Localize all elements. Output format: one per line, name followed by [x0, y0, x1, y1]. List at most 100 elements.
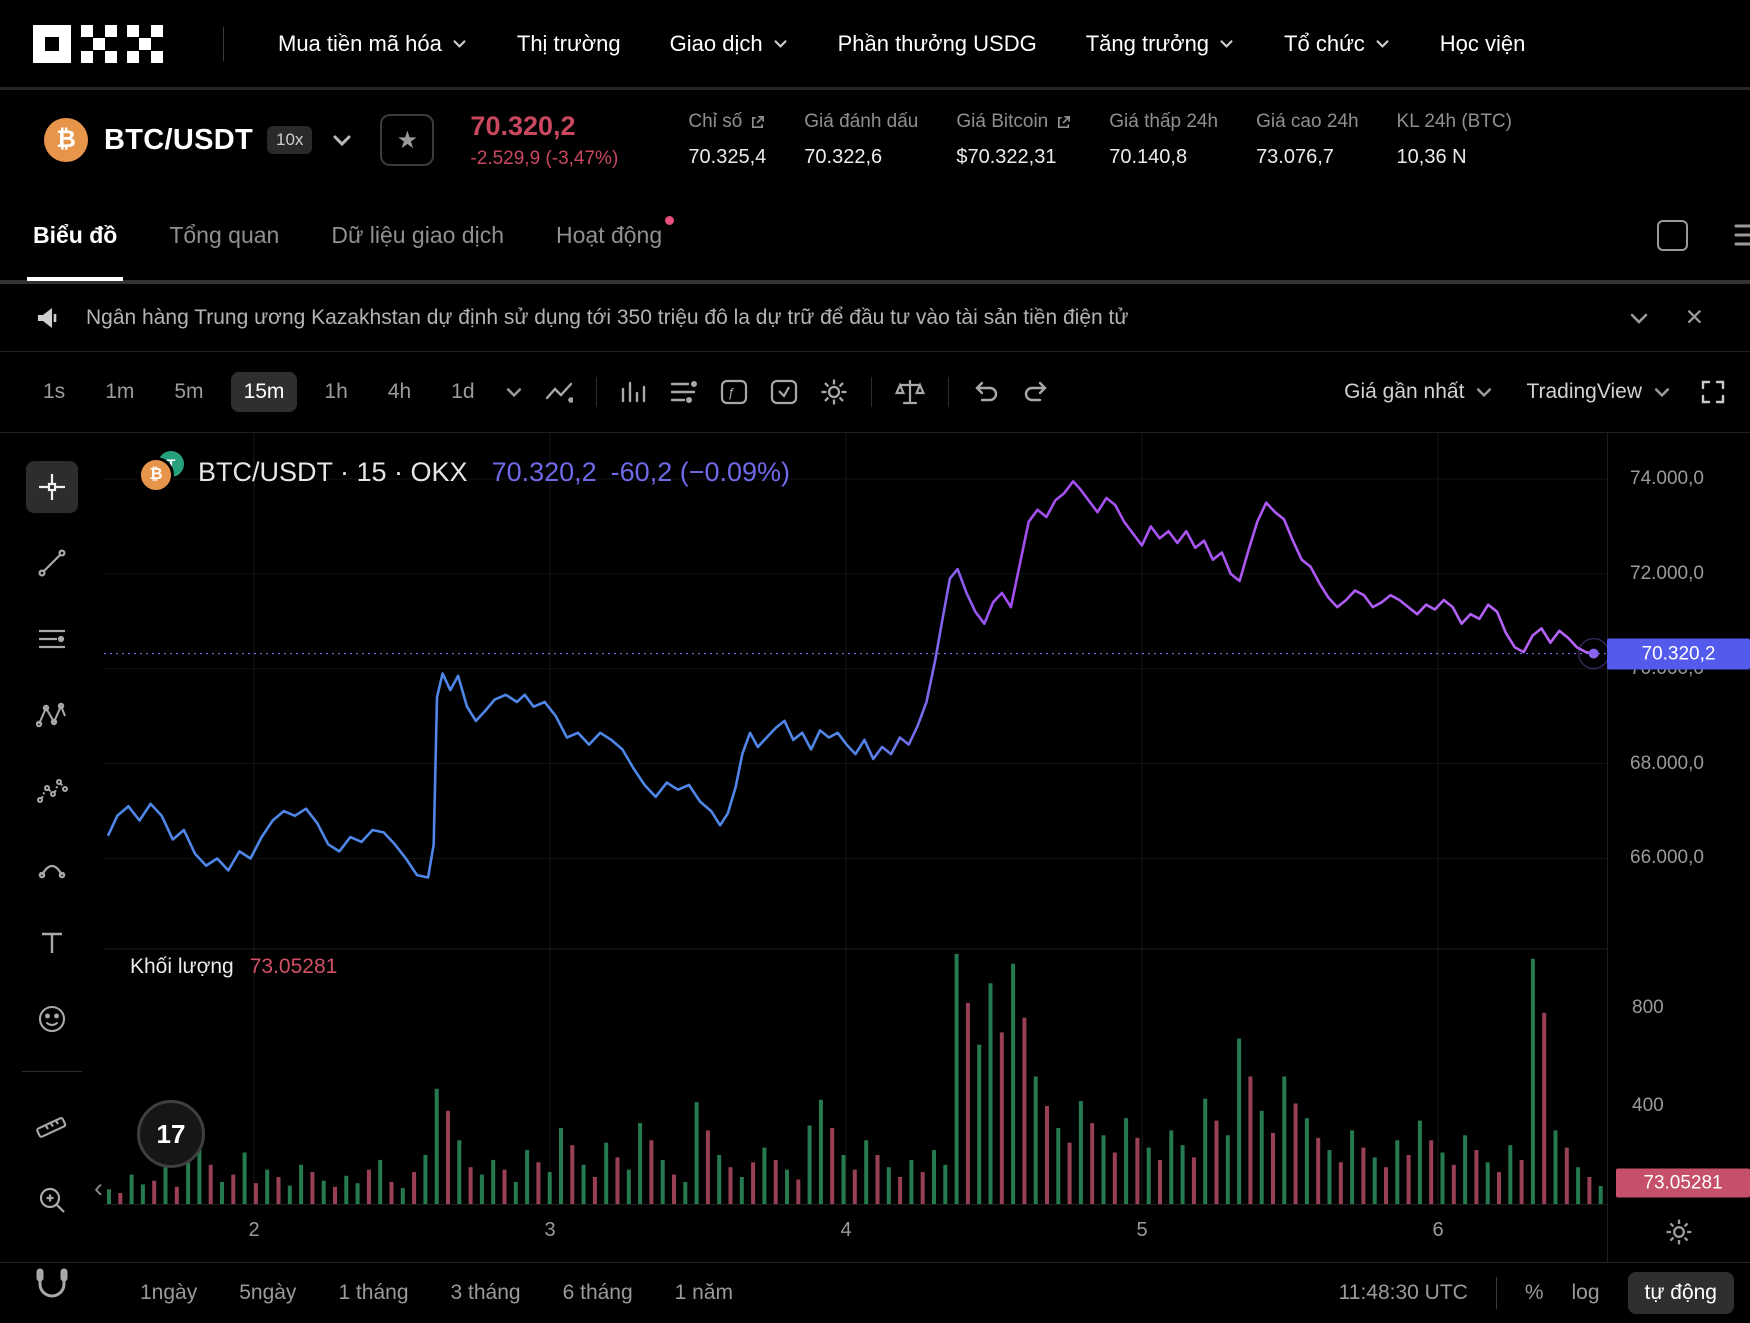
nav-item-label: Phần thưởng USDG [837, 30, 1037, 56]
price-axis-label: 72.000,0 [1630, 563, 1704, 584]
ticker-stat-6: KL 24h (BTC) 10,36 N [1397, 111, 1512, 169]
scroll-left-icon[interactable]: ‹ [94, 1173, 103, 1203]
nav-item-label: Học viện [1439, 30, 1526, 56]
timeframe-4h[interactable]: 4h [387, 380, 412, 403]
okx-logo[interactable] [33, 24, 165, 63]
price-chart[interactable] [104, 433, 1607, 1204]
indicators-icon[interactable] [620, 379, 648, 405]
tool-trend-line-icon[interactable] [26, 537, 78, 589]
bottom-toolbar: 1ngày 5ngày 1 tháng 3 tháng 6 tháng 1 năm 11:… [0, 1262, 1750, 1323]
tool-emoji-tool-icon[interactable] [26, 993, 78, 1045]
tool-zoom-in-icon[interactable] [26, 1174, 78, 1226]
range-2[interactable]: 5ngày [239, 1281, 297, 1304]
nav-item-2[interactable]: Thị trường [517, 31, 621, 57]
tool-ruler-icon[interactable] [26, 1098, 78, 1150]
timeframe-1s[interactable]: 1s [43, 380, 66, 403]
notification-dot [665, 215, 675, 225]
timeframe-chevron-down-icon[interactable] [504, 382, 524, 402]
announcement-text[interactable]: Ngân hàng Trung ương Kazakhstan dự định … [86, 305, 1129, 329]
tab-4[interactable]: Hoạt động [556, 194, 675, 277]
redo-icon[interactable] [1022, 380, 1050, 404]
auto-scale-button[interactable]: tự động [1627, 1272, 1734, 1314]
volume-value: 73.05281 [249, 955, 338, 978]
range-1[interactable]: 1ngày [140, 1281, 198, 1304]
display-settings-icon[interactable] [670, 379, 698, 405]
list-settings-icon[interactable] [1734, 222, 1750, 248]
stat-label: Giá thấp 24h [1109, 111, 1219, 132]
stat-value: 70.322,6 [804, 146, 883, 168]
price-mode-dropdown[interactable]: Giá gần nhất [1344, 380, 1494, 404]
timeframe-15m[interactable]: 15m [230, 372, 298, 412]
btc-icon: ₿ [44, 118, 88, 162]
chevron-down-icon [1654, 388, 1670, 398]
stat-label[interactable]: Giá Bitcoin [956, 111, 1071, 133]
volume-tag: 73.05281 [1616, 1168, 1750, 1198]
favorite-star-button[interactable]: ★ [380, 114, 435, 166]
percent-scale-button[interactable]: % [1524, 1281, 1544, 1304]
fullscreen-icon[interactable] [1700, 379, 1726, 405]
stat-value: 10,36 N [1396, 146, 1467, 168]
tool-elliott-wave-icon[interactable] [26, 765, 78, 817]
tool-crosshair-icon[interactable] [26, 461, 78, 513]
pair-name[interactable]: BTC/USDT [104, 123, 253, 156]
announcement-close-icon[interactable]: ✕ [1684, 304, 1704, 330]
nav-item-1[interactable]: Mua tiền mã hóa [278, 31, 468, 57]
tool-text-tool-icon[interactable] [26, 917, 78, 969]
nav-item-label: Giao dịch [669, 30, 763, 56]
stat-value: 70.325,4 [688, 146, 767, 168]
nav-item-6[interactable]: Tổ chức [1284, 31, 1391, 57]
tab-1[interactable]: Biểu đồ [26, 194, 124, 281]
price-change-24h: -2.529,9 (-3,47%) [470, 147, 619, 169]
tool-arc-tool-icon[interactable] [26, 841, 78, 893]
pair-coins-icon: T ₿ [138, 451, 184, 493]
nav-item-5[interactable]: Tăng trưởng [1086, 31, 1235, 57]
chart-style-icon[interactable] [545, 380, 573, 404]
time-axis[interactable]: ‹ 2 3 4 5 6 [94, 1173, 1692, 1263]
tab-items: Biểu đồ Tổng quan Dữ liệu giao dịch Hoạt độ… [26, 194, 714, 281]
tab-3[interactable]: Dữ liệu giao dịch [331, 221, 504, 248]
tool-xabcd-pattern-icon[interactable] [26, 689, 78, 741]
stat-label: Giá cao 24h [1256, 111, 1359, 132]
timeframe-1d[interactable]: 1d [451, 380, 475, 403]
vendor-dropdown[interactable]: TradingView [1526, 380, 1672, 404]
nav-item-4[interactable]: Phần thưởng USDG [838, 31, 1037, 57]
tradingview-logo[interactable]: 17 [137, 1100, 205, 1168]
chevron-down-icon [772, 35, 789, 52]
megaphone-icon [36, 306, 62, 330]
stat-label[interactable]: Chỉ số [688, 111, 766, 133]
chart-legend: T ₿ BTC/USDT · 15 · OKX 70.320,2 -60,2 (… [138, 451, 790, 493]
clock-utc[interactable]: 11:48:30 UTC [1338, 1281, 1468, 1304]
range-3[interactable]: 1 tháng [338, 1281, 409, 1304]
nav-items: Mua tiền mã hóa Thị trường Giao dịch Phần t… [278, 31, 1574, 57]
axis-gear-icon[interactable] [1664, 1217, 1694, 1247]
nav-divider [223, 26, 224, 61]
settings-gear-icon[interactable] [820, 378, 848, 406]
range-4[interactable]: 3 tháng [450, 1281, 521, 1304]
announcement-chevron-down-icon[interactable] [1627, 306, 1651, 330]
price-axis-label: 68.000,0 [1630, 753, 1704, 774]
pair-chevron-down-icon[interactable] [330, 128, 354, 152]
range-6[interactable]: 1 năm [674, 1281, 734, 1304]
ticker-stats: Chỉ số 70.325,4 Giá đánh dấu 70.322,6 Giá Bi… [688, 111, 1550, 169]
timeframe-1m[interactable]: 1m [105, 380, 135, 403]
save-layout-icon[interactable] [770, 379, 798, 405]
compare-scale-icon[interactable] [894, 379, 925, 405]
legend-price: 70.320,2 [491, 456, 597, 487]
fx-indicator-icon[interactable]: ƒ [720, 379, 748, 405]
time-axis-label: 5 [1136, 1219, 1148, 1241]
range-5[interactable]: 6 tháng [562, 1281, 633, 1304]
ticker-stat-1: Chỉ số 70.325,4 [688, 111, 766, 169]
tab-2[interactable]: Tổng quan [169, 221, 280, 248]
timeframe-1h[interactable]: 1h [324, 380, 348, 403]
nav-item-3[interactable]: Giao dịch [670, 31, 789, 57]
nav-item-7[interactable]: Học viện [1440, 31, 1526, 57]
layout-toggle-icon[interactable] [1657, 219, 1688, 251]
axis-separator [1607, 433, 1608, 1262]
stat-value: 70.140,8 [1109, 146, 1188, 168]
undo-icon[interactable] [972, 380, 1000, 404]
timeframe-5m[interactable]: 5m [174, 380, 204, 403]
time-axis-label: 3 [544, 1219, 556, 1241]
magnet-tool-icon[interactable] [32, 1262, 72, 1302]
tool-parallel-lines-icon[interactable] [26, 613, 78, 665]
log-scale-button[interactable]: log [1571, 1281, 1600, 1304]
